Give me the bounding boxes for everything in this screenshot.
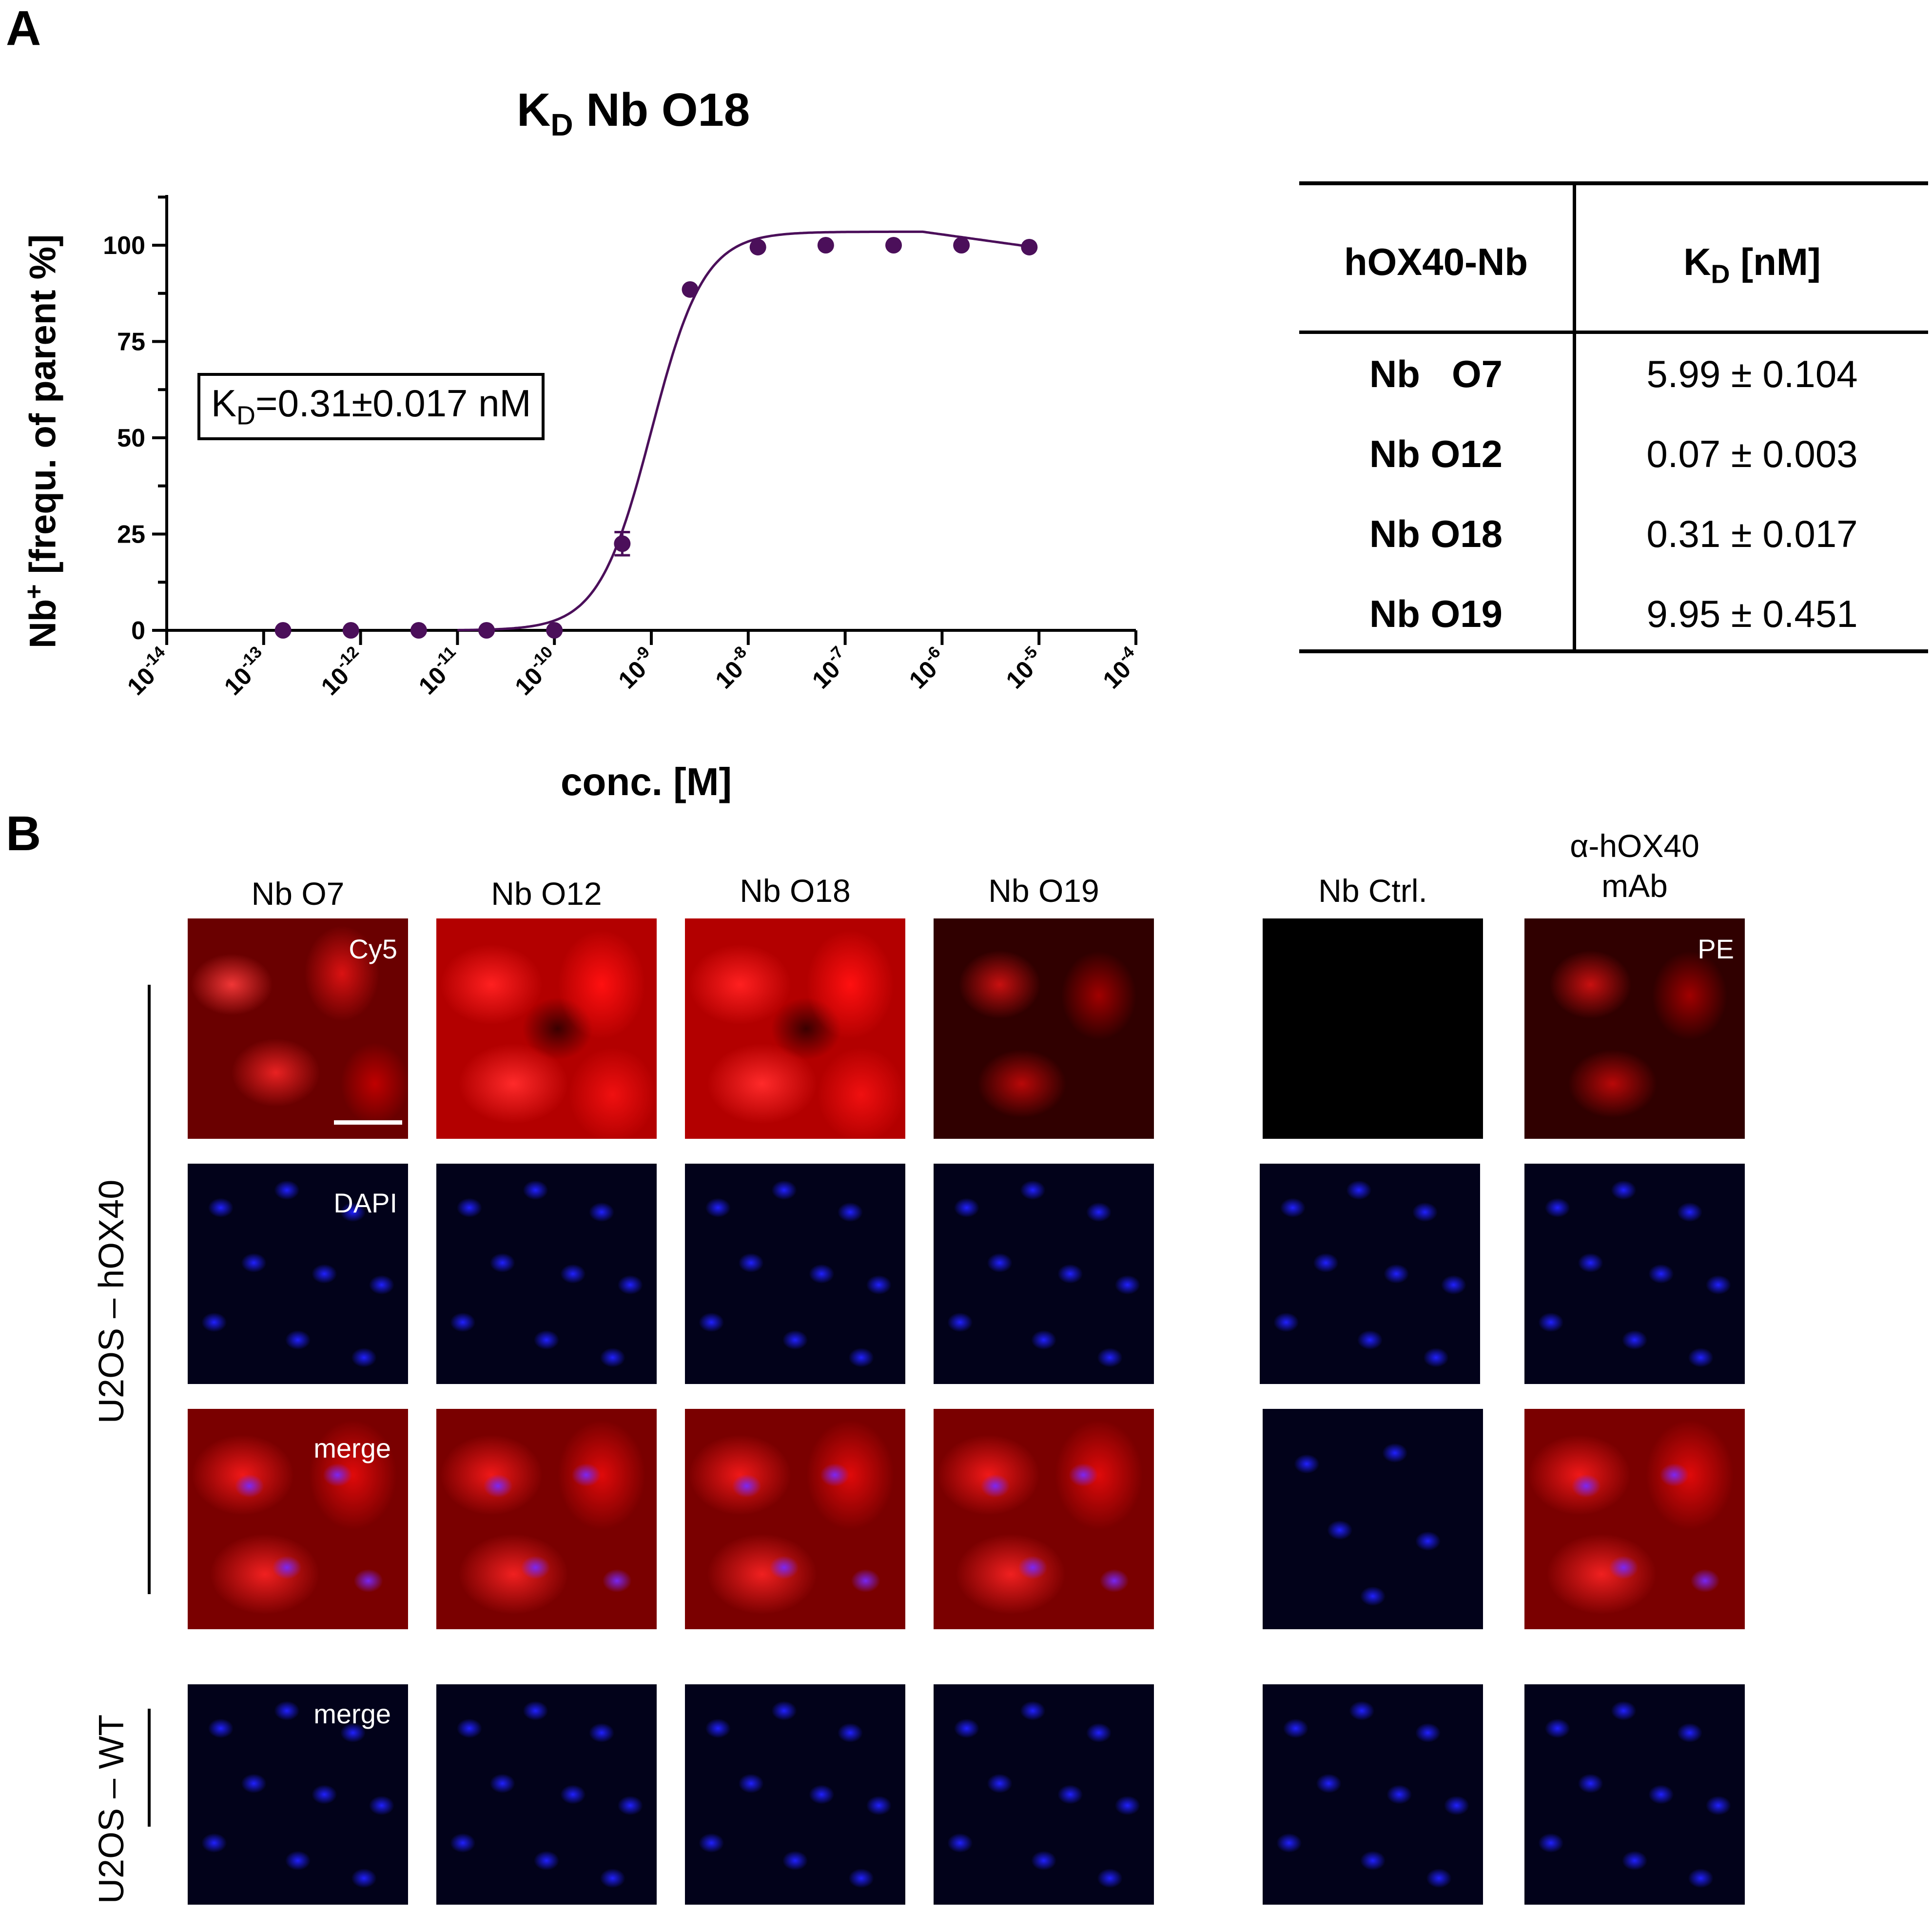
- micrograph-merge-nb-ctrl: [1263, 1409, 1483, 1629]
- data-point: [817, 237, 834, 254]
- micrograph-cy5-nb-o18: [685, 918, 905, 1139]
- micrograph-cy5-nb-ctrl: [1263, 918, 1483, 1139]
- x-axis-label: conc. [M]: [561, 760, 732, 803]
- table-row-name: Nb O19: [1369, 592, 1503, 635]
- column-label-nb-ctrl: Nb Ctrl.: [1318, 873, 1427, 909]
- micrograph-wt-merge-mab: [1524, 1684, 1745, 1905]
- data-point: [478, 622, 495, 639]
- panel-b-label: B: [6, 806, 41, 861]
- x-tick-label: 10-9: [611, 643, 662, 694]
- table-row-name: Nb O12: [1369, 432, 1503, 475]
- row-group-label-wt: U2OS – WT: [92, 1714, 131, 1904]
- micrograph-cy5-nb-o19: [934, 918, 1154, 1139]
- panel-a-label: A: [6, 1, 41, 56]
- micrograph-dapi-nb-ctrl: [1260, 1164, 1480, 1384]
- micrograph-merge-nb-o18: [685, 1409, 905, 1629]
- column-label-nb-o7: Nb O7: [251, 876, 345, 912]
- data-point: [1021, 238, 1038, 255]
- y-tick-label: 0: [131, 617, 145, 645]
- micrograph-merge-mab: [1524, 1409, 1745, 1629]
- x-tick-label: 10-7: [804, 643, 856, 694]
- table-row-name: Nb O18: [1369, 512, 1503, 555]
- x-tick-label: 10-4: [1095, 643, 1147, 694]
- channel-label-merge: merge: [313, 1433, 391, 1463]
- channel-label-pe: PE: [1698, 934, 1734, 964]
- table-top-rule: [1299, 181, 1928, 185]
- data-point: [614, 535, 631, 552]
- channel-label-dapi: DAPI: [333, 1188, 397, 1218]
- row-group-bracket-wt: [148, 1709, 151, 1827]
- chart-title: KD Nb O18: [517, 84, 750, 143]
- table-header-kd: KD [nM]: [1683, 240, 1821, 289]
- x-tick-label: 10-14: [119, 643, 177, 701]
- table-column-divider: [1573, 181, 1576, 653]
- y-axis-label: Nb+ [frequ. of parent %]: [20, 234, 64, 648]
- column-label-nb-o12: Nb O12: [491, 876, 602, 912]
- x-tick-label: 10-6: [901, 643, 953, 694]
- micrograph-pe-mab: PE: [1524, 918, 1745, 1139]
- x-tick-label: 10-13: [216, 643, 274, 701]
- data-points-group: [274, 237, 1038, 639]
- data-point: [682, 281, 699, 298]
- table-header-nb: hOX40-Nb: [1344, 240, 1528, 283]
- column-label-anti-hox40: α-hOX40: [1570, 828, 1699, 864]
- fit-curve: [457, 230, 1030, 631]
- micrograph-cy5-nb-o7: Cy5: [188, 918, 408, 1139]
- x-tick-label: 10-10: [507, 643, 565, 701]
- y-tick-label: 25: [117, 521, 145, 549]
- fit-curve-group: [457, 230, 1030, 631]
- y-tick-label: 100: [103, 232, 145, 260]
- micrograph-wt-merge-nb-o18: [685, 1684, 905, 1905]
- channel-label-cy5: Cy5: [349, 934, 397, 964]
- data-point: [953, 237, 970, 254]
- y-tick-label: 75: [117, 328, 145, 356]
- micrograph-merge-nb-o7: merge: [188, 1409, 408, 1629]
- micrograph-merge-nb-o12: [436, 1409, 657, 1629]
- data-point: [274, 622, 292, 639]
- table-row-kd: 0.31 ± 0.017: [1646, 512, 1858, 555]
- y-tick-label: 50: [117, 424, 145, 452]
- micrograph-dapi-nb-o19: [934, 1164, 1154, 1384]
- data-point: [885, 237, 902, 254]
- row-group-label-hox40: U2OS – hOX40: [92, 1179, 131, 1424]
- micrograph-dapi-nb-o12: [436, 1164, 657, 1384]
- channel-label-merge-wt: merge: [313, 1698, 391, 1729]
- column-label-nb-o19: Nb O19: [988, 873, 1099, 909]
- column-label-nb-o18: Nb O18: [740, 873, 851, 909]
- table-row-kd: 5.99 ± 0.104: [1646, 352, 1858, 395]
- data-point: [410, 622, 427, 639]
- kd-binding-chart: 0 25 50 75 100 10-14 10-13 10-12 10-11 10-10 10-9 1…: [103, 195, 1147, 701]
- data-point: [342, 622, 359, 639]
- x-tick-label: 10-8: [707, 643, 759, 694]
- x-tick-label: 10-12: [313, 643, 371, 701]
- table-row-kd: 0.07 ± 0.003: [1646, 432, 1858, 475]
- scale-bar: [334, 1120, 402, 1125]
- micrograph-dapi-mab: [1524, 1164, 1745, 1384]
- table-header-rule: [1299, 331, 1928, 334]
- table-row-name: Nb O7: [1369, 352, 1503, 395]
- x-tick-label: 10-11: [411, 643, 468, 700]
- table-bottom-rule: [1299, 649, 1928, 653]
- kd-annotation-box: KD=0.31±0.017 nM: [197, 373, 545, 440]
- data-point: [546, 622, 563, 639]
- column-label-mab: mAb: [1601, 868, 1668, 904]
- micrograph-wt-merge-nb-o7: merge: [188, 1684, 408, 1905]
- micrograph-merge-nb-o19: [934, 1409, 1154, 1629]
- micrograph-dapi-nb-o7: DAPI: [188, 1164, 408, 1384]
- row-group-bracket-hox40: [148, 985, 151, 1594]
- kd-table: hOX40-Nb KD [nM] Nb O7 5.99 ± 0.104 Nb O…: [1299, 181, 1928, 653]
- micrograph-wt-merge-nb-o12: [436, 1684, 657, 1905]
- table-row-kd: 9.95 ± 0.451: [1646, 592, 1858, 635]
- data-point: [749, 238, 766, 255]
- micrograph-wt-merge-nb-o19: [934, 1684, 1154, 1905]
- x-tick-label: 10-5: [998, 643, 1050, 694]
- chart-axes: 0 25 50 75 100 10-14 10-13 10-12 10-11 10-10 10-9 1…: [103, 195, 1147, 701]
- micrograph-cy5-nb-o12: [436, 918, 657, 1139]
- micrograph-wt-merge-nb-ctrl: [1263, 1684, 1483, 1905]
- micrograph-dapi-nb-o18: [685, 1164, 905, 1384]
